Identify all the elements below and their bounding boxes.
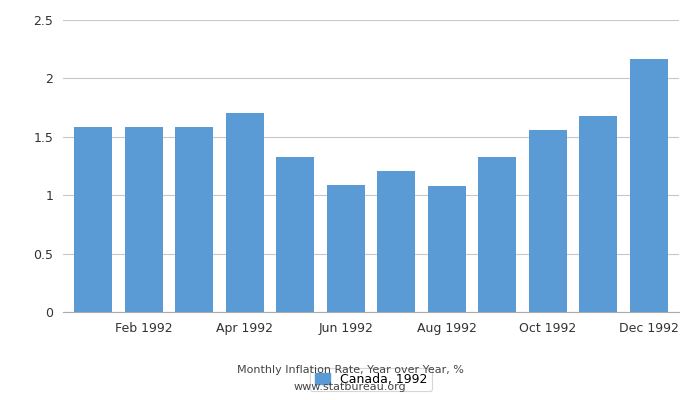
Bar: [74, 128, 112, 312]
Bar: [226, 114, 264, 312]
Legend: Canada, 1992: Canada, 1992: [310, 368, 432, 391]
Bar: [528, 130, 567, 312]
Bar: [580, 116, 617, 312]
Bar: [175, 128, 214, 312]
Bar: [630, 58, 668, 312]
Text: Monthly Inflation Rate, Year over Year, %: Monthly Inflation Rate, Year over Year, …: [237, 365, 463, 375]
Text: www.statbureau.org: www.statbureau.org: [294, 382, 406, 392]
Bar: [428, 186, 466, 312]
Bar: [125, 128, 162, 312]
Bar: [377, 171, 415, 312]
Bar: [327, 185, 365, 312]
Bar: [276, 157, 314, 312]
Bar: [478, 157, 516, 312]
